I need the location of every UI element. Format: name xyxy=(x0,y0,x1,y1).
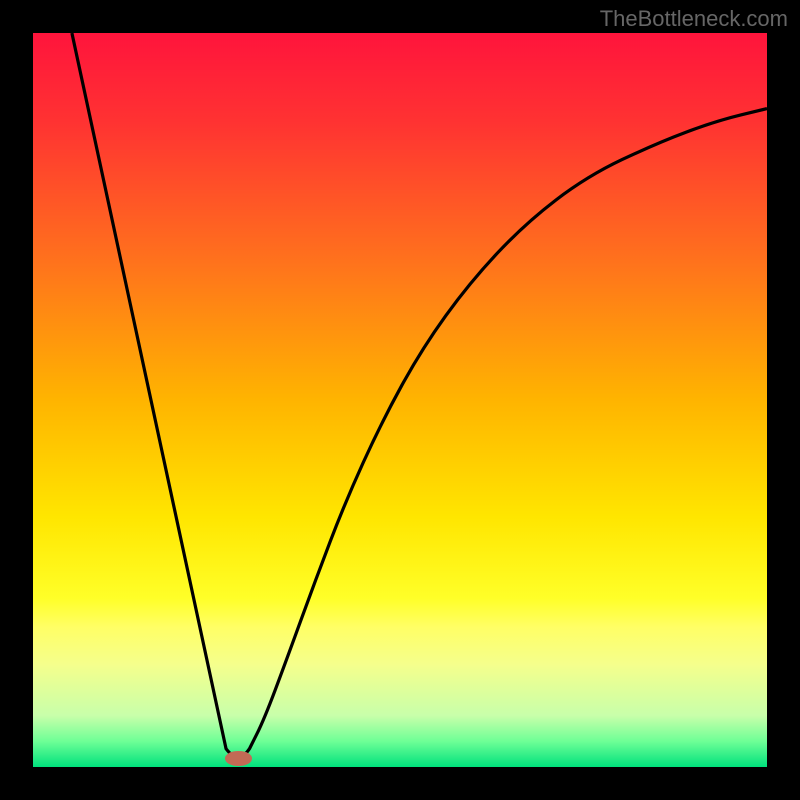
watermark-text: TheBottleneck.com xyxy=(600,6,788,32)
bottleneck-curve xyxy=(33,33,767,767)
chart-frame: TheBottleneck.com xyxy=(0,0,800,800)
plot-area xyxy=(33,33,767,767)
optimal-point-marker xyxy=(225,751,251,766)
